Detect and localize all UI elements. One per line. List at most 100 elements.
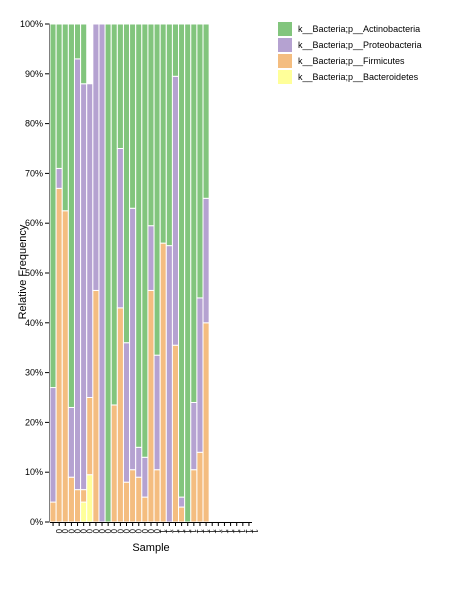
bar-segment: [153, 23, 161, 356]
bar-segment: [73, 58, 82, 491]
bar-segment: [202, 322, 210, 523]
bar-segment: [165, 23, 173, 247]
x-tick-label: 0: [97, 529, 106, 534]
y-tick-label: 60%: [25, 218, 43, 228]
x-tick-label: 0: [115, 529, 124, 534]
legend-label: k__Bacteria;p__Proteobacteria: [298, 40, 422, 50]
x-tick-label: 0: [134, 529, 143, 534]
bar-segment: [55, 23, 63, 169]
bar-segment: [98, 23, 106, 523]
bar-segment: [110, 23, 118, 406]
x-tick-label: 0: [72, 529, 81, 534]
bar-segment: [141, 496, 149, 523]
bar-segment: [171, 75, 180, 346]
x-tick-label: 1: [195, 529, 204, 534]
legend-label: k__Bacteria;p__Bacteroidetes: [298, 72, 419, 82]
x-tick-label: 0: [85, 529, 94, 534]
bar-segment: [135, 476, 143, 523]
bar-segment: [147, 289, 155, 523]
legend-swatch: [278, 22, 292, 36]
x-tick-label: 1: [213, 529, 222, 534]
y-tick-label: 10%: [25, 467, 43, 477]
x-tick-label: 1: [207, 529, 216, 534]
bar-segment: [147, 225, 155, 291]
bars-group: [49, 23, 210, 523]
bar-segment: [178, 496, 186, 508]
bar-segment: [61, 210, 69, 523]
x-tick-label: 0: [109, 529, 118, 534]
bar-segment: [153, 469, 161, 523]
x-tick-label: 0: [66, 529, 75, 534]
bar-segment: [73, 489, 82, 523]
bar-segment: [190, 469, 198, 523]
y-tick-label: 50%: [25, 268, 43, 278]
x-tick-label: 1: [158, 529, 167, 534]
x-tick-label: 1: [201, 529, 210, 534]
bar-segment: [86, 397, 94, 476]
bar-segment: [178, 506, 186, 523]
bar-segment: [153, 354, 161, 471]
legend-swatch: [278, 38, 292, 52]
bar-segment: [67, 23, 75, 408]
bar-segment: [86, 83, 94, 398]
bar-segment: [129, 207, 137, 471]
bar-segment: [80, 83, 88, 491]
x-tick-label: 1: [225, 529, 234, 534]
bar-segment: [122, 481, 131, 523]
x-tick-label: 1: [238, 529, 247, 534]
x-tick-label: 1: [244, 529, 253, 534]
y-tick-label: 100%: [20, 19, 43, 29]
legend: k__Bacteria;p__Actinobacteria k__Bacteria…: [278, 22, 422, 84]
bar-segment: [67, 406, 75, 478]
bar-segment: [49, 387, 57, 503]
x-tick-label: 1: [232, 529, 241, 534]
x-tick-label: 0: [54, 529, 63, 534]
legend-swatch: [278, 70, 292, 84]
bar-segment: [171, 344, 180, 523]
bar-segment: [92, 23, 100, 291]
bar-segment: [55, 187, 63, 523]
bar-segment: [116, 148, 124, 309]
bar-segment: [184, 23, 192, 523]
bar-segment: [141, 23, 149, 458]
x-tick-label: 0: [91, 529, 100, 534]
x-tick-label: 1: [170, 529, 179, 534]
bar-segment: [129, 469, 137, 523]
bar-segment: [116, 23, 124, 149]
bar-segment: [135, 23, 143, 448]
bar-segment: [135, 446, 143, 478]
bar-segment: [190, 23, 198, 403]
x-tick-label: 1: [219, 529, 228, 534]
bar-segment: [116, 307, 124, 523]
y-tick-label: 0%: [30, 517, 43, 527]
x-tick-label: 1: [164, 529, 173, 534]
x-tick-label: 1: [176, 529, 185, 534]
x-tick-label: 0: [60, 529, 69, 534]
legend-label: k__Bacteria;p__Actinobacteria: [298, 24, 420, 34]
x-tick-label: 0: [146, 529, 155, 534]
x-tick-label: 0: [140, 529, 149, 534]
y-tick-label: 30%: [25, 368, 43, 378]
bar-segment: [165, 245, 173, 523]
y-tick-label: 80%: [25, 119, 43, 129]
legend-swatch: [278, 54, 292, 68]
bar-segment: [196, 451, 204, 523]
x-axis-label: Sample: [132, 542, 169, 554]
bar-segment: [178, 23, 186, 498]
y-tick-label: 70%: [25, 168, 43, 178]
bar-segment: [73, 23, 82, 60]
x-tick-label: 0: [121, 529, 130, 534]
bar-segment: [80, 489, 88, 503]
bar-segment: [171, 23, 180, 77]
y-axis-label: Relative Frequency: [17, 224, 29, 319]
bar-segment: [67, 476, 75, 523]
bar-segment: [104, 23, 112, 523]
bar-segment: [55, 167, 63, 189]
bar-segment: [61, 23, 69, 212]
x-tick-label: 0: [152, 529, 161, 534]
bar-segment: [86, 474, 94, 523]
legend-label: k__Bacteria;p__Firmicutes: [298, 56, 405, 66]
